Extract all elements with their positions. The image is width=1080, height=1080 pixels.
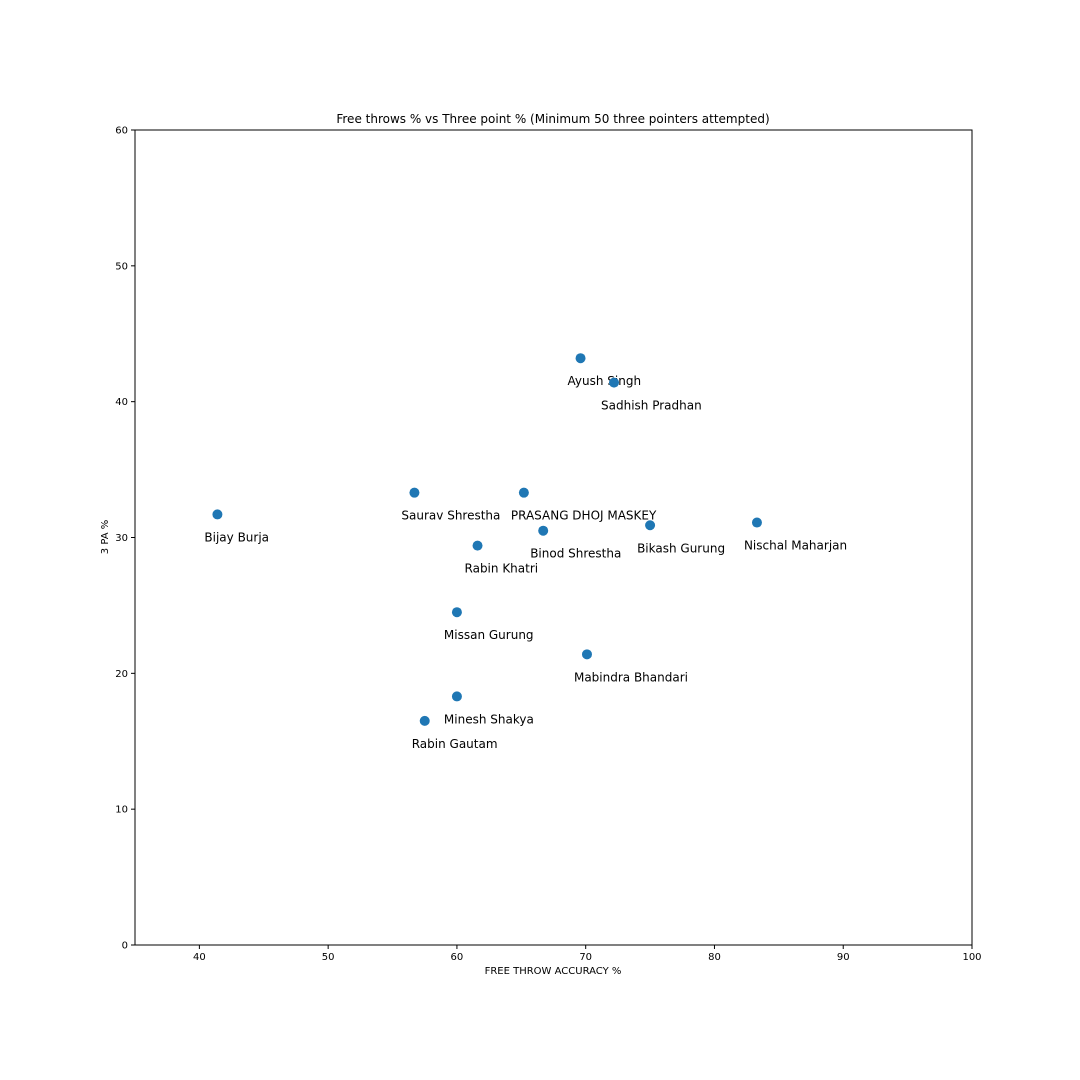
scatter-point	[451, 607, 462, 618]
point-label: Ayush Singh	[568, 374, 642, 388]
y-axis-ticks: 0 10 20 30 40 50 60	[115, 126, 135, 952]
point-label: Rabin Gautam	[412, 737, 498, 751]
point-label: Bikash Gurung	[637, 541, 725, 555]
x-tick-label: 60	[451, 952, 464, 963]
point-label: Sadhish Pradhan	[601, 399, 702, 413]
y-tick-label: 60	[115, 126, 128, 137]
x-tick-label: 90	[837, 952, 850, 963]
point-label: Binod Shrestha	[530, 547, 621, 561]
scatter-point	[409, 487, 420, 498]
scatter-point	[518, 487, 529, 498]
x-tick-label: 70	[579, 952, 592, 963]
point-label: Rabin Khatri	[465, 562, 539, 576]
y-tick-label: 40	[115, 397, 128, 408]
scatter-point	[581, 649, 592, 660]
x-tick-label: 40	[193, 952, 206, 963]
point-label: PRASANG DHOJ MASKEY	[511, 509, 657, 523]
scatter-point	[575, 353, 586, 364]
point-label: Minesh Shakya	[444, 712, 534, 726]
scatter-point	[538, 525, 549, 536]
y-tick-label: 50	[115, 261, 128, 272]
x-tick-label: 50	[322, 952, 335, 963]
y-tick-label: 10	[115, 805, 128, 816]
point-label: Mabindra Bhandari	[574, 670, 688, 684]
y-axis-label: 3 PA %	[100, 520, 111, 554]
x-axis-label: FREE THROW ACCURACY %	[485, 966, 622, 977]
plot-area: Ayush Singh Sadhish Pradhan Saurav Shresth…	[204, 353, 847, 751]
scatter-point	[472, 540, 483, 551]
y-tick-label: 20	[115, 669, 128, 680]
y-tick-label: 0	[122, 941, 128, 952]
point-label: Bijay Burja	[204, 530, 269, 544]
scatter-point	[419, 715, 430, 726]
chart-title: Free throws % vs Three point % (Minimum …	[336, 112, 769, 126]
point-label: Missan Gurung	[444, 628, 534, 642]
x-tick-label: 100	[962, 952, 981, 963]
y-tick-label: 30	[115, 533, 128, 544]
point-label: Nischal Maharjan	[744, 539, 847, 553]
point-label: Saurav Shrestha	[401, 509, 500, 523]
x-axis-ticks: 40 50 60 70 80 90 100	[193, 945, 982, 963]
scatter-point	[751, 517, 762, 528]
scatter-point	[609, 377, 620, 388]
scatter-point	[451, 691, 462, 702]
scatter-point	[645, 520, 656, 531]
scatter-point	[212, 509, 223, 520]
x-tick-label: 80	[708, 952, 721, 963]
